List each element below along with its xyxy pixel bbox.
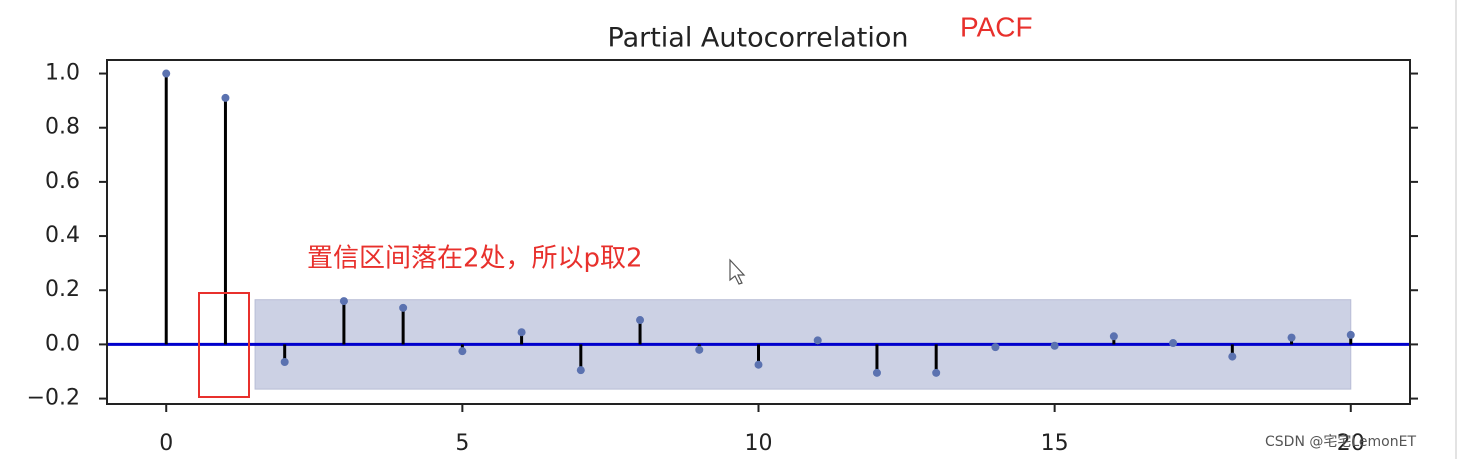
marker [754,360,763,369]
marker [636,316,645,325]
y-tick-label: 1.0 [45,61,80,86]
x-tick-label: 20 [1337,431,1365,456]
y-tick-label: 0.2 [45,277,80,302]
marker [1169,339,1178,348]
highlight-box [198,292,250,398]
y-tick-label: 0.0 [45,331,80,356]
marker [932,368,941,377]
marker [339,297,348,306]
annotation: PACF [960,11,1033,42]
watermark: CSDN @宅宅LemonET [1265,434,1416,450]
marker [1050,341,1059,350]
marker [162,69,171,78]
x-tick-label: 10 [745,431,773,456]
x-tick-label: 0 [159,431,173,456]
marker [399,303,408,312]
y-tick-label: 0.4 [45,223,80,248]
y-tick-label: −0.2 [27,386,80,411]
y-tick-label: 0.6 [45,169,80,194]
marker [872,368,881,377]
marker [991,343,1000,352]
marker [1287,333,1296,342]
marker [458,347,467,356]
y-tick-label: 0.8 [45,115,80,140]
plot-frame [106,59,1411,405]
x-tick-label: 15 [1041,431,1069,456]
marker [1346,330,1355,339]
marker [280,358,289,367]
plot-area: −0.2 0.0 0.2 0.4 0.6 0.8 1.0 0 5 10 15 20 [27,59,1418,456]
marker [221,93,230,102]
marker [1228,352,1237,361]
marker [517,328,526,337]
marker [576,366,585,375]
chart-title: Partial Autocorrelation [608,23,909,54]
marker [813,336,822,345]
x-tick-label: 5 [455,431,469,456]
marker [1109,332,1118,341]
marker [695,345,704,354]
cursor [729,258,746,285]
annotation: 置信区间落在2处，所以p取2 [307,244,643,274]
